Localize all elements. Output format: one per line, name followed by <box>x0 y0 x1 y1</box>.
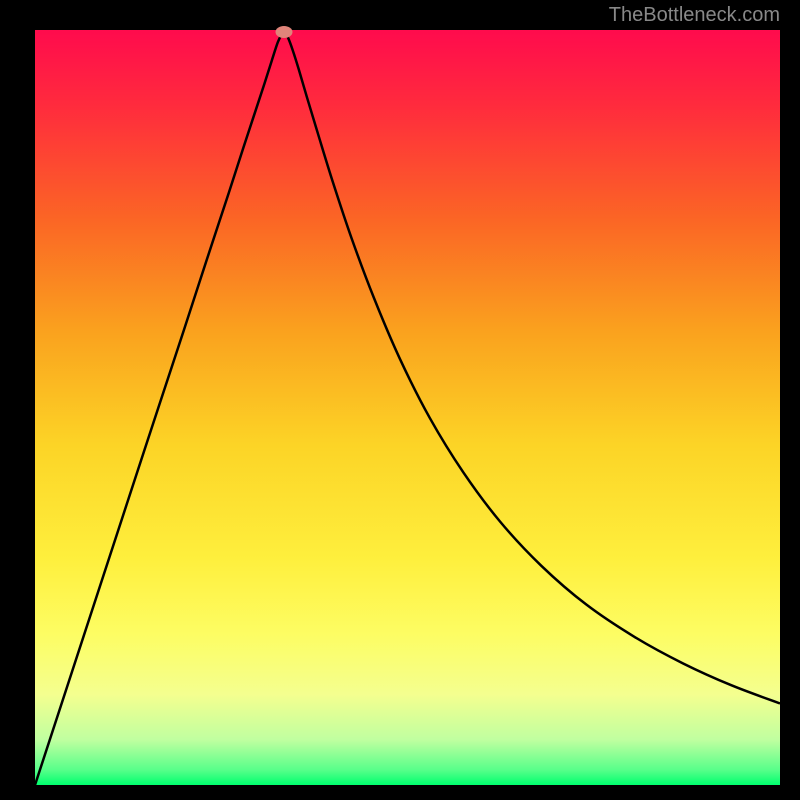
optimal-point-marker <box>275 26 292 38</box>
plot-area <box>35 30 780 785</box>
watermark-text: TheBottleneck.com <box>609 4 780 27</box>
bottleneck-curve <box>35 30 780 785</box>
